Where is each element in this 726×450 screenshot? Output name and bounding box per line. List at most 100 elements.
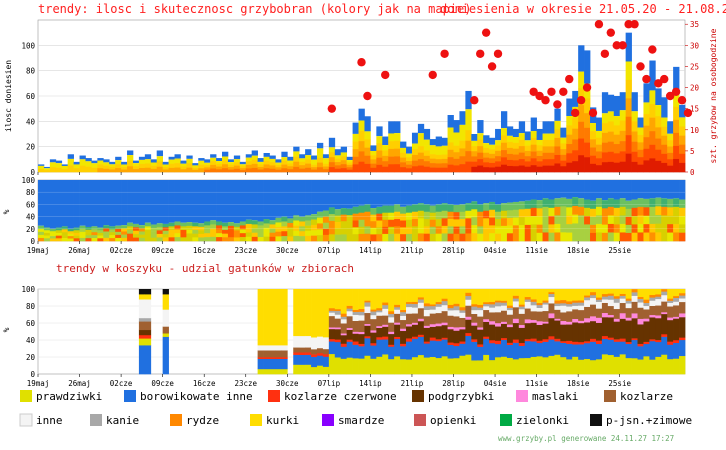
species-share-segment — [679, 355, 686, 375]
count-bar-band — [560, 149, 567, 156]
count-bar — [607, 94, 615, 112]
species-share-segment — [459, 310, 466, 313]
species-share-segment — [625, 289, 632, 299]
count-bar-band — [566, 153, 573, 163]
count-bar-band — [388, 148, 395, 157]
count-bar-band — [572, 117, 579, 129]
species-share-segment — [542, 300, 549, 303]
species-share-segment — [536, 302, 543, 306]
count-bar-band — [417, 139, 425, 147]
count-bar — [542, 121, 549, 134]
skutecznosc-point — [529, 87, 538, 96]
count-bar-band — [613, 162, 621, 173]
species-share-segment — [263, 357, 270, 359]
count-bar-band — [441, 154, 448, 160]
weather-band — [388, 212, 395, 221]
species-share-segment — [328, 353, 336, 375]
count-bar-band — [489, 162, 496, 168]
species-share-segment — [138, 299, 146, 319]
weather-band — [305, 215, 312, 221]
count-bar-band — [168, 163, 175, 169]
species-share-segment — [471, 339, 478, 342]
species-share-segment — [655, 296, 662, 300]
legend-swatch — [500, 414, 512, 426]
count-bar-band — [97, 164, 104, 169]
x-tick-label: 25sie — [608, 379, 631, 388]
count-bar — [530, 117, 537, 132]
count-bar-band — [275, 164, 282, 168]
species-share-segment — [619, 295, 626, 299]
count-bar — [328, 137, 336, 148]
weather-band — [388, 226, 395, 235]
count-bar-band — [465, 119, 472, 131]
weather-band — [115, 228, 122, 233]
species-share-segment — [417, 334, 425, 337]
species-share-segment — [631, 295, 638, 302]
count-bar-band — [311, 162, 318, 165]
blue-share-segment — [400, 180, 407, 207]
count-bar-band — [518, 165, 526, 173]
count-bar-band — [156, 166, 164, 173]
count-bar-band — [435, 167, 442, 173]
count-bar — [216, 158, 223, 162]
count-bar-band — [73, 168, 80, 173]
weather-band — [601, 208, 609, 217]
weather-band — [673, 215, 680, 225]
count-bar-band — [500, 135, 508, 144]
count-bar — [91, 160, 98, 164]
weather-band — [370, 234, 377, 242]
count-bar-band — [566, 162, 573, 173]
weather-band — [667, 198, 674, 208]
count-bar-band — [138, 167, 146, 173]
species-share-segment — [376, 310, 383, 313]
species-share-segment — [364, 336, 371, 339]
species-share-segment — [257, 358, 264, 370]
species-share-segment — [566, 303, 573, 307]
blue-share-segment — [346, 180, 353, 209]
blue-share-segment — [388, 180, 395, 206]
weather-band — [643, 215, 650, 225]
count-bar-band — [275, 169, 282, 173]
weather-band — [637, 206, 644, 216]
weather-band — [281, 236, 288, 242]
count-bar-band — [590, 131, 597, 140]
count-bar-band — [489, 167, 496, 173]
species-share-segment — [483, 321, 490, 337]
species-share-segment — [542, 304, 549, 312]
count-bar-band — [518, 133, 526, 140]
period-title: doniesienia w okresie 21.05.20 - 21.08.2… — [440, 2, 726, 16]
weather-band — [483, 210, 490, 219]
species-share-segment — [595, 301, 603, 309]
species-share-segment — [346, 305, 353, 309]
count-bar-band — [584, 113, 591, 129]
weather-band — [631, 216, 638, 225]
count-bar-band — [477, 152, 484, 160]
x-tick-label: 19maj — [27, 379, 50, 388]
count-bar-band — [429, 163, 437, 168]
count-bar-band — [643, 114, 650, 126]
weather-band — [542, 206, 549, 216]
count-bar-band — [388, 156, 395, 165]
species-share-segment — [554, 300, 561, 304]
y-tick-label: 0 — [30, 370, 35, 379]
species-share-segment — [382, 308, 389, 316]
species-share-segment — [590, 338, 597, 342]
blue-share-segment — [210, 180, 217, 221]
blue-share-segment — [382, 180, 389, 206]
weather-band — [500, 203, 508, 212]
species-share-segment — [411, 324, 419, 337]
skutecznosc-point — [618, 41, 627, 50]
species-share-segment — [441, 337, 448, 340]
weather-band — [530, 224, 537, 234]
species-share-segment — [364, 300, 371, 303]
skutecznosc-point — [428, 70, 437, 80]
species-share-segment — [661, 289, 668, 292]
count-bar-band — [311, 167, 318, 170]
legend-label: opienki — [430, 414, 476, 427]
blue-share-segment — [168, 180, 175, 223]
species-share-segment — [566, 301, 573, 305]
weather-band — [73, 232, 80, 236]
count-bar-band — [364, 139, 371, 148]
weather-band — [459, 211, 466, 220]
weather-band — [358, 219, 365, 228]
